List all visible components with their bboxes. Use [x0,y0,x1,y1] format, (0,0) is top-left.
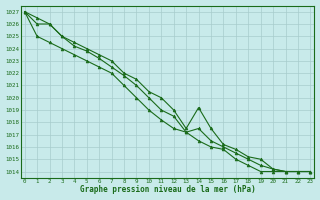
X-axis label: Graphe pression niveau de la mer (hPa): Graphe pression niveau de la mer (hPa) [80,185,255,194]
